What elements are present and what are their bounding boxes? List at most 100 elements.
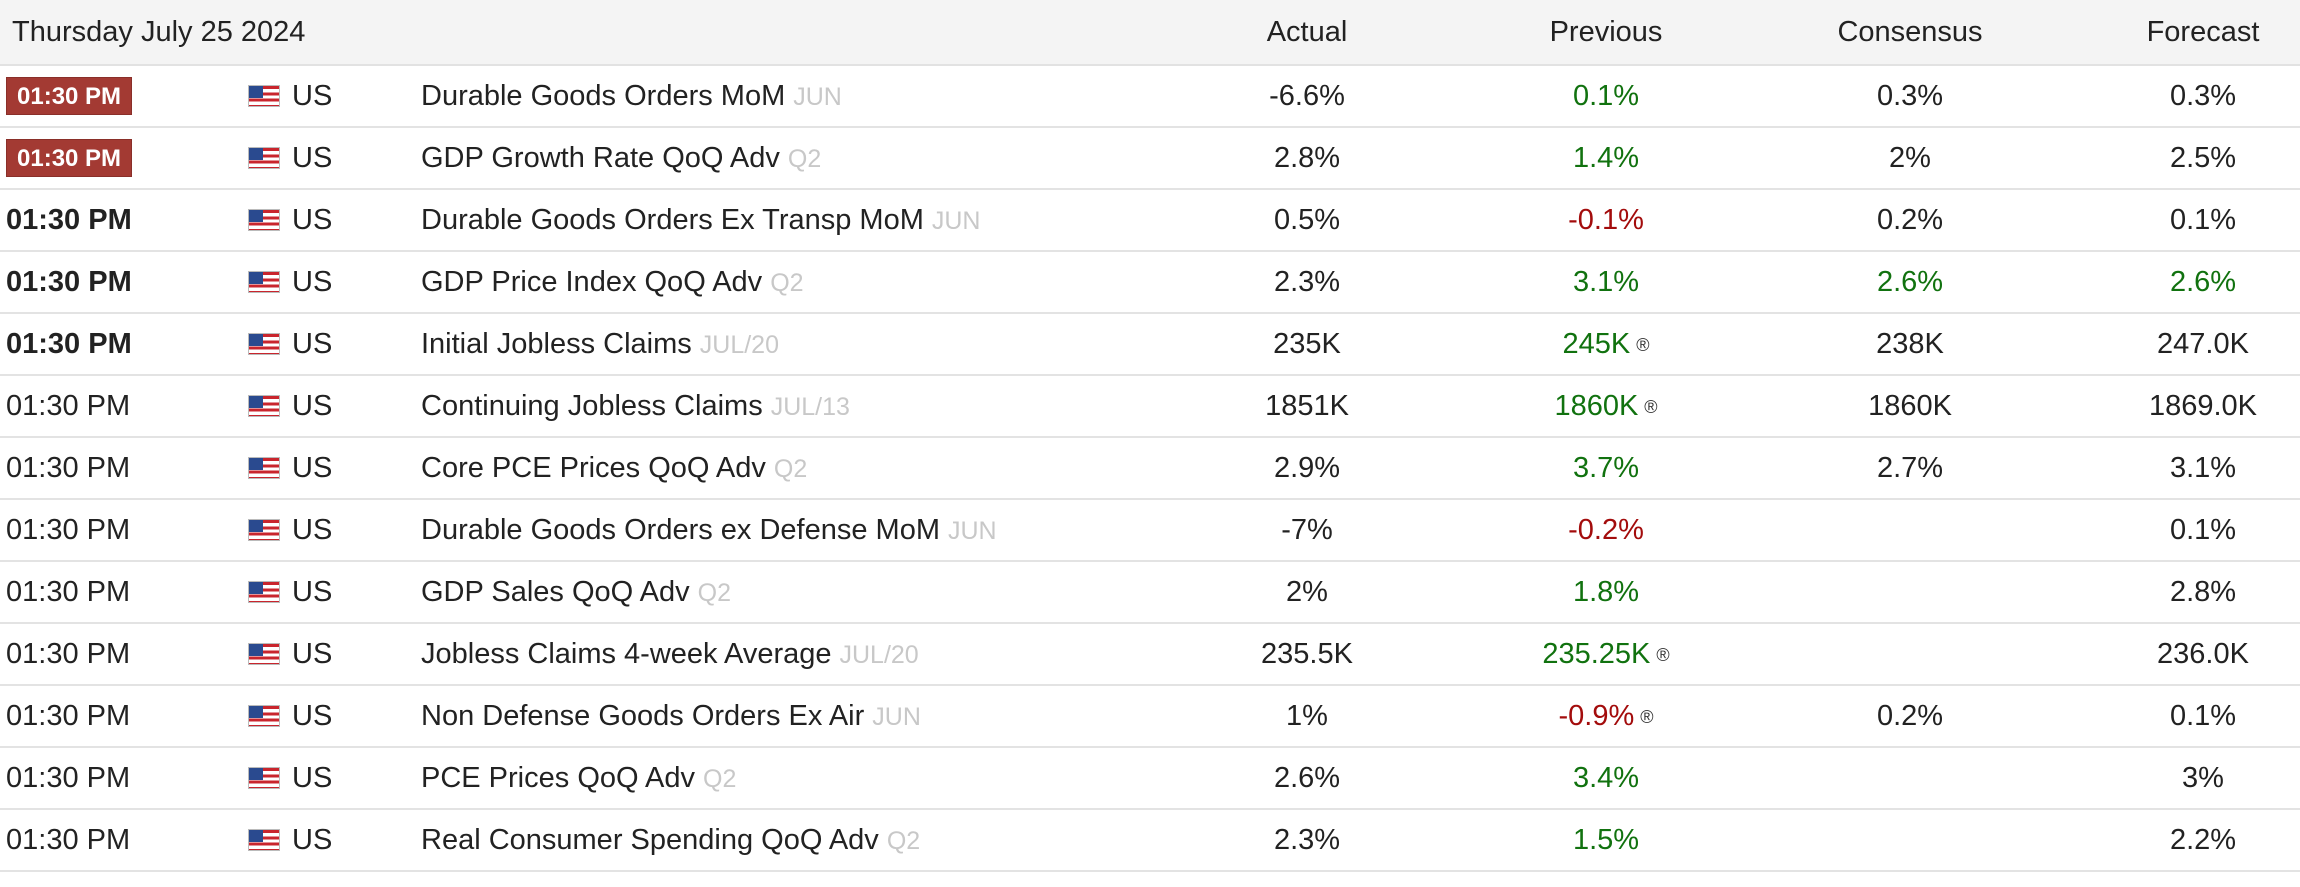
table-row[interactable]: 01:30 PM US Jobless Claims 4-week AverageJ…: [0, 624, 2300, 701]
actual-value: 2.8%: [1273, 142, 1341, 174]
country-code: US: [292, 576, 333, 608]
header-previous[interactable]: Previous: [1549, 16, 1663, 48]
forecast-value[interactable]: 3%: [2182, 762, 2224, 794]
event-reference-period: Q2: [886, 827, 921, 855]
header-actual[interactable]: Actual: [1266, 16, 1348, 48]
event-reference-period: JUN: [948, 517, 997, 545]
actual-value: 235.5K: [1261, 638, 1353, 670]
forecast-value[interactable]: 236.0K: [2157, 638, 2249, 670]
previous-value: -0.1%: [1568, 204, 1644, 236]
table-row[interactable]: 01:30 PM US PCE Prices QoQ Adv Q2 2.6% 3.4% 3%: [0, 748, 2300, 825]
actual-value: 2.6%: [1273, 762, 1341, 794]
forecast-value[interactable]: 2.5%: [2169, 142, 2237, 174]
us-flag-icon: [248, 827, 280, 887]
country: US: [248, 500, 332, 577]
forecast-value[interactable]: 0.3%: [2169, 80, 2237, 112]
country-code: US: [292, 824, 333, 856]
forecast-value[interactable]: 2.8%: [2169, 576, 2237, 608]
forecast-value[interactable]: 2.6%: [2169, 266, 2237, 298]
country-code: US: [292, 638, 333, 670]
previous-cell: 1.4%: [1456, 128, 1756, 188]
event-name-link[interactable]: Continuing Jobless Claims: [421, 390, 763, 422]
previous-cell: 3.4%: [1456, 748, 1756, 808]
event-name-link[interactable]: Durable Goods Orders ex Defense MoM: [421, 514, 940, 546]
table-row[interactable]: 01:30 PM US Durable Goods Orders ex Defens…: [0, 500, 2300, 577]
previous-cell: -0.2%: [1456, 500, 1756, 560]
event-time: 01:30 PM: [6, 576, 131, 608]
event-name-link[interactable]: GDP Growth Rate QoQ Adv: [421, 142, 780, 174]
consensus-value: [1760, 624, 2060, 684]
country-code: US: [292, 390, 333, 422]
country-code: US: [292, 80, 333, 112]
time-badge: 01:30 PM: [6, 139, 133, 177]
forecast-value[interactable]: 1869.0K: [2148, 390, 2258, 422]
previous-cell: -0.1%: [1456, 190, 1756, 250]
event-name-link[interactable]: Initial Jobless Claims: [421, 328, 692, 360]
event-time: 01:30 PM: [6, 328, 132, 360]
country: US: [248, 624, 333, 701]
consensus-value: 0.3%: [1876, 80, 1944, 112]
forecast-value[interactable]: 0.1%: [2169, 700, 2237, 732]
forecast-value[interactable]: 0.1%: [2169, 204, 2237, 236]
forecast-value[interactable]: 0.1%: [2169, 514, 2237, 546]
country: US: [248, 562, 333, 639]
event-name-link[interactable]: Non Defense Goods Orders Ex Air: [421, 700, 865, 732]
event-time: 01:30 PM: [6, 700, 131, 732]
forecast-value[interactable]: 3.1%: [2169, 452, 2237, 484]
table-row[interactable]: 01:30 PM US Non Defense Goods Orders Ex Ai…: [0, 686, 2300, 763]
calendar-header: Thursday July 25 2024 Actual Previous Co…: [0, 0, 2300, 66]
actual-value: 235K: [1273, 328, 1341, 360]
header-forecast[interactable]: Forecast: [2146, 16, 2260, 48]
table-row[interactable]: 01:30 PM US Real Consumer Spending QoQ Adv…: [0, 810, 2300, 887]
previous-cell: -0.9% ®: [1456, 686, 1756, 746]
revised-icon[interactable]: ®: [1636, 335, 1650, 355]
country: US: [248, 686, 332, 763]
revised-icon[interactable]: ®: [1640, 707, 1654, 727]
event-name-link[interactable]: Durable Goods Orders MoM: [421, 80, 786, 112]
forecast-value[interactable]: 2.2%: [2169, 824, 2237, 856]
event-reference-period: Q2: [770, 269, 804, 297]
actual-value: 2.9%: [1273, 452, 1341, 484]
revised-icon[interactable]: ®: [1656, 645, 1670, 665]
header-consensus[interactable]: Consensus: [1837, 16, 1983, 48]
revised-icon[interactable]: ®: [1644, 397, 1658, 417]
event-name-link[interactable]: PCE Prices QoQ Adv: [421, 762, 695, 794]
event-cell: Core PCE Prices QoQ Adv Q2: [421, 438, 807, 498]
event-time: 01:30 PM: [6, 390, 131, 422]
previous-cell: 3.1%: [1456, 252, 1756, 312]
event-name-link[interactable]: Real Consumer Spending QoQ Adv: [421, 824, 879, 856]
event-time: 01:30 PM: [6, 824, 131, 856]
event-name-link[interactable]: Jobless Claims 4-week Average: [421, 638, 832, 670]
country-code: US: [292, 328, 333, 360]
previous-cell: 0.1%: [1456, 66, 1756, 126]
us-flag-icon: [248, 207, 280, 267]
consensus-value: 2%: [1889, 142, 1931, 174]
consensus-value: [1760, 500, 2060, 560]
country-code: US: [292, 266, 333, 298]
event-name-link[interactable]: Core PCE Prices QoQ Adv: [421, 452, 766, 484]
table-row[interactable]: 01:30 PM US Durable Goods Orders Ex Transp…: [0, 190, 2300, 267]
event-name-link[interactable]: Durable Goods Orders Ex Transp MoM: [421, 204, 924, 236]
actual-value: 1851K: [1265, 390, 1349, 422]
us-flag-icon: [248, 579, 280, 639]
event-name-link[interactable]: GDP Price Index QoQ Adv: [421, 266, 763, 298]
table-row[interactable]: 01:30 PM US Continuing Jobless ClaimsJUL/1…: [0, 376, 2300, 453]
event-cell: Continuing Jobless Claims JUL/13: [421, 376, 850, 436]
event-cell: GDP Sales QoQ Adv Q2: [421, 562, 731, 622]
event-cell: PCE Prices QoQ Adv Q2: [421, 748, 736, 808]
forecast-value[interactable]: 247.0K: [2157, 328, 2249, 360]
country: US: [248, 810, 333, 887]
previous-value: 1.5%: [1572, 824, 1640, 856]
country-code: US: [292, 204, 333, 236]
event-cell: Jobless Claims 4-week Average JUL/20: [421, 624, 919, 684]
event-name-link[interactable]: GDP Sales QoQ Adv: [421, 576, 690, 608]
previous-value: 1.8%: [1572, 576, 1640, 608]
consensus-value: 238K: [1876, 328, 1944, 360]
header-date: Thursday July 25 2024: [12, 16, 306, 48]
